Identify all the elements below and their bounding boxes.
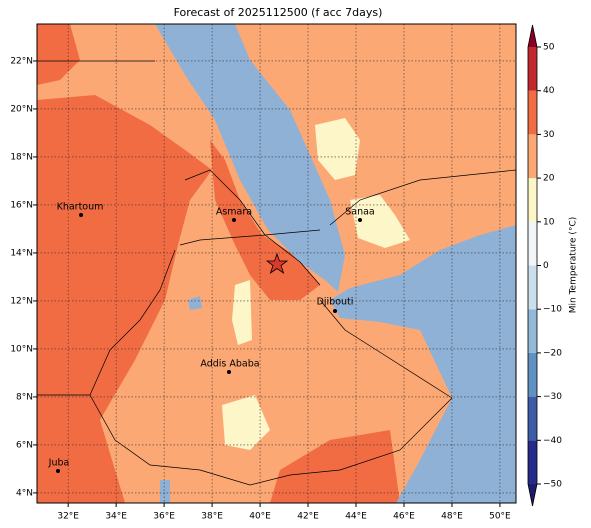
city-label: Sanaa [345,207,375,218]
borders [37,60,516,486]
y-tick-label: 20°N [10,104,33,114]
colorbar-tick-label: −40 [543,436,562,446]
y-tick-label: 4°N [16,488,33,498]
colorbar-segment [528,178,537,222]
x-tick-label: 42°E [297,512,319,522]
warm-region [37,24,80,85]
x-tick-label: 50°E [489,512,511,522]
y-tick-label: 6°N [16,440,33,450]
city-dot [232,218,236,222]
lake [188,296,202,310]
colorbar-label: Min Temperature (°C) [569,217,579,314]
colorbar-tick-label: −50 [543,480,562,490]
y-tick-label: 18°N [10,152,33,162]
colorbar-tick-label: −30 [543,392,562,402]
city-label: Khartoum [57,202,104,213]
city-label: Addis Ababa [200,359,259,370]
colorbar-tick-label: 10 [543,217,555,227]
cool-region [232,280,252,345]
colorbar-segment [528,265,537,310]
y-tick-label: 8°N [16,392,33,402]
map-frame [36,23,517,504]
city-dot [333,309,337,313]
colorbar-tick-label: 30 [543,130,555,140]
sea [330,225,516,503]
y-tick-label: 16°N [10,200,33,210]
map-title: Forecast of 2025112500 (f acc 7days) [174,6,383,19]
lake [160,480,170,503]
city-dot [227,370,231,374]
cool-region [315,118,360,180]
colorbar-segment [528,47,537,91]
y-tick-label: 14°N [10,248,33,258]
colorbar-segment [528,134,537,179]
colorbar-tick-label: −20 [543,348,562,358]
y-tick-label: 12°N [10,296,33,306]
colorbar: −50 −40 −30 −20 −10 0 10 20 30 40 50 [527,24,562,507]
city-dot [79,213,83,217]
colorbar-segment [528,440,537,484]
colorbar-tick-label: −10 [543,305,562,315]
grid [37,24,516,503]
colorbar-segment [528,352,537,397]
colorbar-tick-label: 0 [543,261,549,271]
colorbar-segment [528,396,537,441]
warm-region [37,95,212,503]
colorbar-segment [528,90,537,135]
warm-region [270,430,400,503]
city-dot [56,469,60,473]
colorbar-tick-label: 20 [543,174,555,184]
x-tick-label: 36°E [153,512,175,522]
sea [155,24,345,292]
y-tick-label: 10°N [10,344,33,354]
x-tick-label: 48°E [441,512,463,522]
city-label: Asmara [216,207,252,218]
city-label: Juba [48,458,70,469]
x-tick-label: 46°E [393,512,415,522]
colorbar-over [528,25,537,47]
x-tick-label: 44°E [345,512,367,522]
colorbar-segment [528,309,537,353]
colorbar-tick-label: 50 [543,43,555,53]
highlight-star [265,252,289,275]
cool-region [350,195,410,248]
x-tick-label: 32°E [57,512,79,522]
x-tick-label: 40°E [249,512,271,522]
colorbar-segment [528,221,537,266]
cool-region [222,395,270,450]
warm-region [210,140,320,300]
x-tick-label: 34°E [105,512,127,522]
map-field [37,24,516,503]
city-label: Djibouti [317,297,354,308]
x-tick-label: 38°E [201,512,223,522]
y-tick-label: 22°N [10,56,33,66]
colorbar-under [528,484,537,506]
cities: Khartoum Asmara Sanaa Djibouti Addis Aba… [48,202,375,473]
colorbar-tick-label: 40 [543,86,555,96]
city-dot [358,218,362,222]
